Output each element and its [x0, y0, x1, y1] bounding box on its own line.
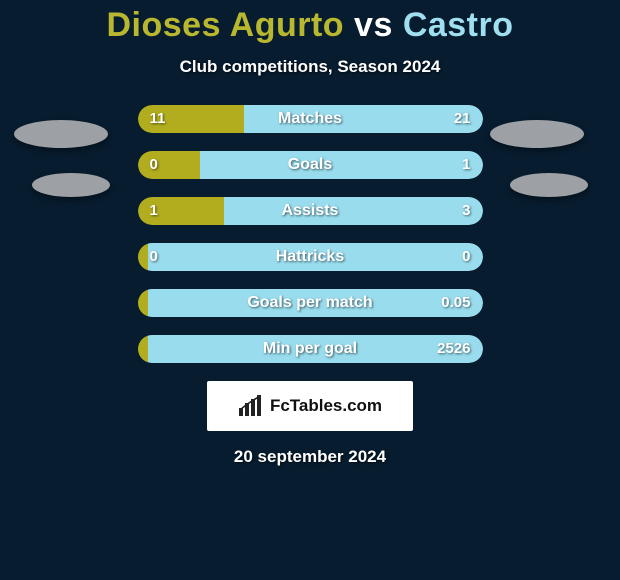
stat-row: 1121Matches	[138, 105, 483, 133]
chart-area: 1121Matches 01Goals 13Assists 00Hattricks 0.…	[0, 105, 620, 363]
photo-shadow	[32, 173, 110, 197]
player2-name: Castro	[403, 6, 514, 44]
stat-label: Matches	[138, 105, 483, 133]
stat-label: Min per goal	[138, 335, 483, 363]
player1-name: Dioses Agurto	[106, 6, 344, 44]
stat-label: Goals per match	[138, 289, 483, 317]
comparison-title: Dioses Agurto vs Castro	[0, 0, 620, 45]
branding-text: FcTables.com	[270, 396, 382, 416]
date-line: 20 september 2024	[0, 447, 620, 467]
stat-row: 0.05Goals per match	[138, 289, 483, 317]
stat-label: Hattricks	[138, 243, 483, 271]
subtitle: Club competitions, Season 2024	[0, 57, 620, 77]
stat-row: 2526Min per goal	[138, 335, 483, 363]
fctables-logo-icon	[238, 395, 264, 417]
branding-badge: FcTables.com	[207, 381, 413, 431]
photo-shadow	[510, 173, 588, 197]
photo-shadow	[490, 120, 584, 148]
stat-label: Goals	[138, 151, 483, 179]
stat-row: 01Goals	[138, 151, 483, 179]
stat-rows: 1121Matches 01Goals 13Assists 00Hattricks 0.…	[138, 105, 483, 363]
stat-row: 00Hattricks	[138, 243, 483, 271]
photo-shadow	[14, 120, 108, 148]
stat-row: 13Assists	[138, 197, 483, 225]
stat-label: Assists	[138, 197, 483, 225]
vs-label: vs	[354, 6, 393, 44]
